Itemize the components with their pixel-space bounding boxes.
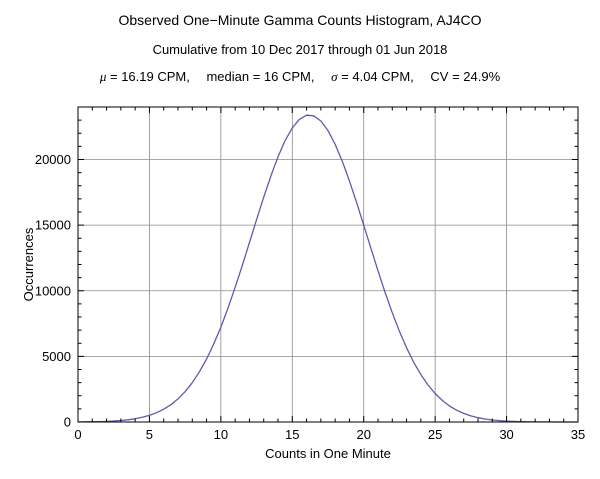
chart-subtitle: Cumulative from 10 Dec 2017 through 01 J… bbox=[152, 42, 448, 57]
mu-value: = 16.19 CPM, bbox=[106, 69, 190, 84]
x-tick-label: 5 bbox=[146, 427, 153, 442]
sigma-symbol: σ bbox=[331, 69, 338, 84]
x-tick-label: 0 bbox=[74, 427, 81, 442]
y-tick-label: 0 bbox=[64, 415, 71, 430]
x-tick-label: 35 bbox=[571, 427, 585, 442]
y-tick-label: 5000 bbox=[42, 349, 71, 364]
plot-frame bbox=[77, 106, 579, 423]
tick-marks bbox=[77, 107, 579, 423]
sigma-value: = 4.04 CPM, bbox=[337, 69, 414, 84]
gridlines bbox=[78, 107, 578, 422]
x-tick-label: 25 bbox=[428, 427, 442, 442]
chart-title: Observed One−Minute Gamma Counts Histogr… bbox=[118, 12, 482, 28]
x-tick-label: 30 bbox=[499, 427, 513, 442]
x-tick-label: 15 bbox=[285, 427, 299, 442]
chart-svg: 0 5 10 15 20 25 30 35 0 5000 10000 15000 20000 Counts… bbox=[21, 106, 585, 461]
y-tick-label: 20000 bbox=[35, 152, 71, 167]
y-tick-label: 15000 bbox=[35, 218, 71, 233]
x-tick-label: 20 bbox=[356, 427, 370, 442]
tick-labels: 0 5 10 15 20 25 30 35 0 5000 10000 15000 20000 bbox=[35, 152, 585, 442]
stat-median: median = 16 CPM, bbox=[206, 69, 315, 84]
chart-stats: μ = 16.19 CPM, median = 16 CPM, σ = 4.04… bbox=[0, 69, 600, 85]
y-axis-label: Occurrences bbox=[21, 227, 36, 301]
histogram-curve bbox=[77, 114, 578, 423]
stat-mu: μ = 16.19 CPM, bbox=[100, 69, 190, 84]
y-tick-label: 10000 bbox=[35, 283, 71, 298]
mu-symbol: μ bbox=[99, 69, 107, 84]
stat-cv: CV = 24.9% bbox=[430, 69, 501, 84]
x-axis-label: Counts in One Minute bbox=[265, 446, 391, 461]
stat-sigma: σ = 4.04 CPM, bbox=[331, 69, 414, 84]
x-tick-label: 10 bbox=[214, 427, 228, 442]
